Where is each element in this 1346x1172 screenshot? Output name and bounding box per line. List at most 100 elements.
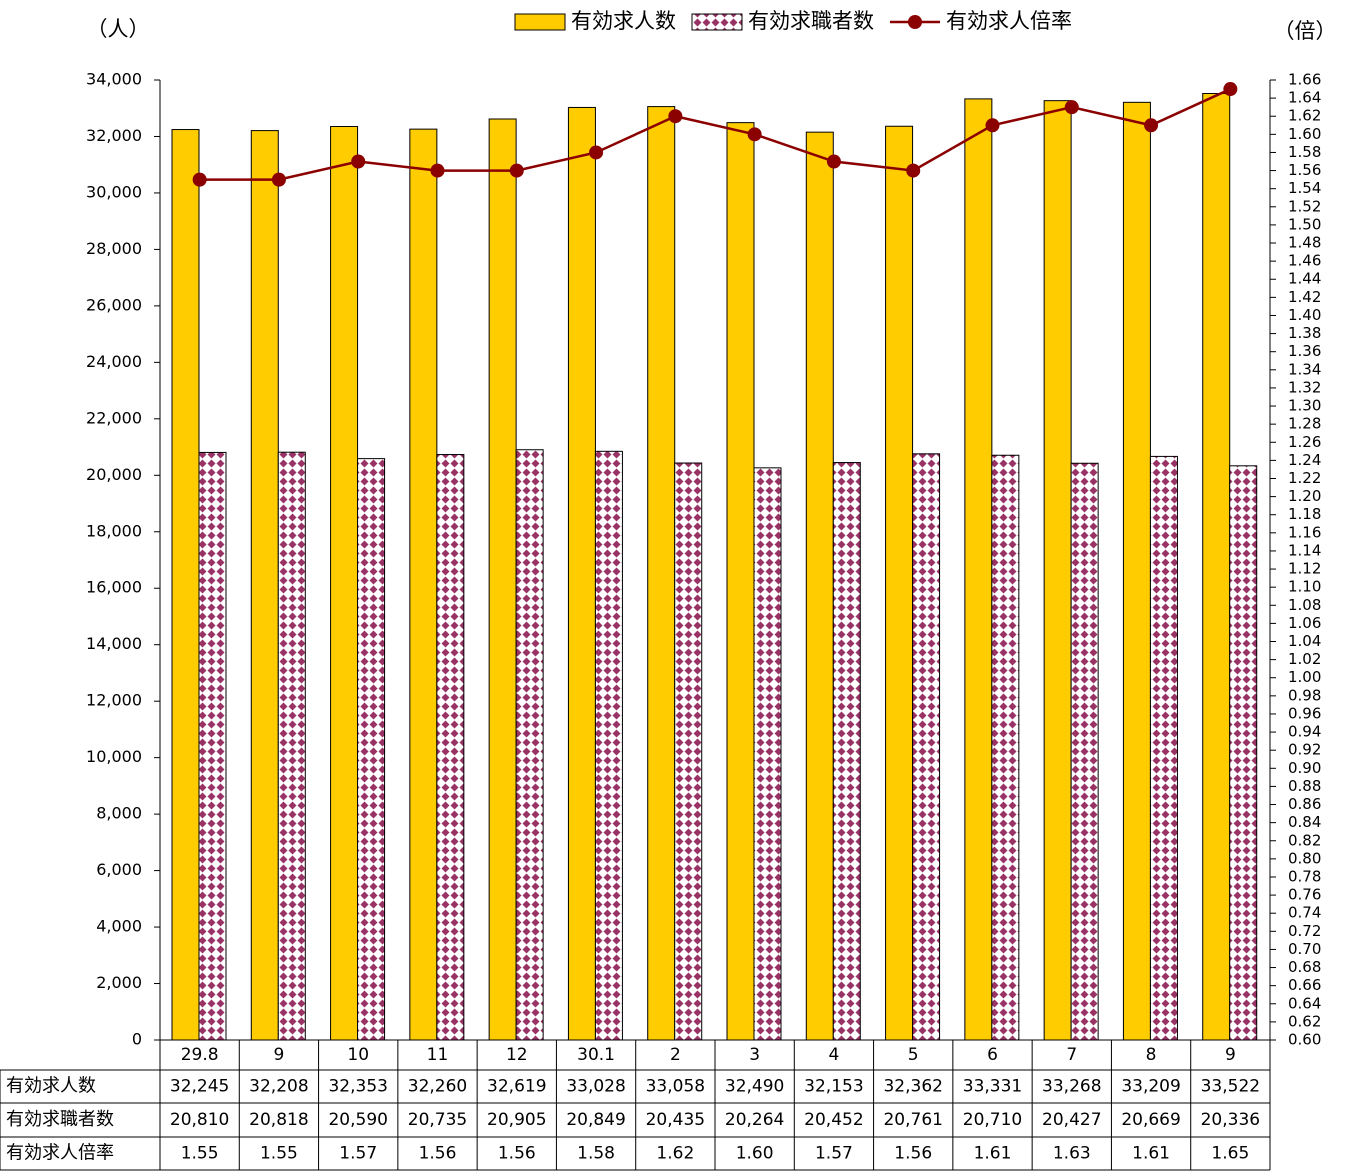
table-value: 1.63 bbox=[1053, 1144, 1091, 1164]
y2-tick-label: 1.18 bbox=[1288, 505, 1321, 523]
bar bbox=[674, 462, 703, 1041]
table-value: 20,849 bbox=[566, 1110, 625, 1130]
bar bbox=[357, 458, 386, 1041]
y2-tick-label: 1.06 bbox=[1288, 614, 1321, 632]
bar bbox=[277, 451, 306, 1041]
legend-swatch bbox=[514, 13, 566, 31]
table-category: 6 bbox=[987, 1045, 998, 1065]
bar bbox=[198, 451, 227, 1041]
line-marker bbox=[430, 163, 445, 178]
y-tick-label: 34,000 bbox=[86, 70, 142, 89]
table-value: 32,490 bbox=[725, 1077, 784, 1097]
table-value: 1.55 bbox=[181, 1144, 219, 1164]
y-tick-label: 30,000 bbox=[86, 182, 142, 201]
y-tick-label: 26,000 bbox=[86, 295, 142, 314]
y2-tick-label: 0.90 bbox=[1288, 759, 1321, 777]
table-value: 32,245 bbox=[170, 1077, 229, 1097]
y-tick-label: 0 bbox=[132, 1030, 142, 1049]
y2-tick-label: 0.94 bbox=[1288, 723, 1321, 741]
bar bbox=[991, 454, 1020, 1041]
y-tick-label: 4,000 bbox=[96, 917, 142, 936]
y2-tick-label: 1.08 bbox=[1288, 596, 1321, 614]
y2-tick-label: 0.76 bbox=[1288, 886, 1321, 904]
table-category: 5 bbox=[908, 1045, 919, 1065]
bar bbox=[647, 106, 676, 1041]
legend-label: 有効求人数 bbox=[571, 9, 676, 33]
y2-tick-label: 0.64 bbox=[1288, 994, 1321, 1012]
line bbox=[199, 87, 1231, 181]
y2-tick-label: 1.56 bbox=[1288, 161, 1321, 179]
bar bbox=[488, 118, 517, 1041]
y2-tick-label: 1.58 bbox=[1288, 143, 1321, 161]
table-category: 30.1 bbox=[577, 1045, 615, 1065]
table-value: 33,209 bbox=[1121, 1077, 1180, 1097]
table-value: 20,427 bbox=[1042, 1110, 1101, 1130]
line-marker bbox=[1064, 100, 1079, 115]
line-marker bbox=[1144, 118, 1159, 133]
y-tick-label: 10,000 bbox=[86, 747, 142, 766]
table-value: 20,710 bbox=[963, 1110, 1022, 1130]
y2-tick-label: 1.50 bbox=[1288, 215, 1321, 233]
table-category: 2 bbox=[670, 1045, 681, 1065]
table-category: 9 bbox=[1225, 1045, 1236, 1065]
table-value: 1.58 bbox=[577, 1144, 615, 1164]
table-value: 32,619 bbox=[487, 1077, 546, 1097]
line-marker bbox=[906, 163, 921, 178]
bar bbox=[964, 98, 993, 1041]
table-category: 8 bbox=[1146, 1045, 1157, 1065]
bar bbox=[1149, 455, 1178, 1041]
table-value: 1.56 bbox=[419, 1144, 457, 1164]
table-value: 1.55 bbox=[260, 1144, 298, 1164]
table-category: 12 bbox=[506, 1045, 528, 1065]
y2-tick-label: 0.72 bbox=[1288, 922, 1321, 940]
y-tick-label: 16,000 bbox=[86, 578, 142, 597]
bar bbox=[1070, 462, 1099, 1041]
y2-tick-label: 0.82 bbox=[1288, 831, 1321, 849]
table-value: 33,268 bbox=[1042, 1077, 1101, 1097]
table-value: 20,818 bbox=[249, 1110, 308, 1130]
table-category: 4 bbox=[829, 1045, 840, 1065]
bar bbox=[330, 126, 359, 1041]
table-category: 29.8 bbox=[181, 1045, 219, 1065]
y-tick-label: 2,000 bbox=[96, 973, 142, 992]
bar bbox=[1202, 92, 1231, 1041]
legend-swatch bbox=[691, 13, 743, 31]
table-value: 1.61 bbox=[974, 1144, 1012, 1164]
y2-tick-label: 1.38 bbox=[1288, 324, 1321, 342]
line-marker bbox=[351, 154, 366, 169]
y2-tick-label: 0.92 bbox=[1288, 741, 1321, 759]
table-value: 20,435 bbox=[646, 1110, 705, 1130]
bar bbox=[1122, 101, 1151, 1041]
y-tick-label: 6,000 bbox=[96, 860, 142, 879]
table-value: 20,735 bbox=[408, 1110, 467, 1130]
line-marker bbox=[826, 154, 841, 169]
y2-tick-label: 1.16 bbox=[1288, 523, 1321, 541]
table-category: 11 bbox=[427, 1045, 449, 1065]
bar bbox=[1043, 100, 1072, 1041]
y2-tick-label: 1.20 bbox=[1288, 487, 1321, 505]
table-value: 20,810 bbox=[170, 1110, 229, 1130]
table-value: 33,058 bbox=[646, 1077, 705, 1097]
y2-tick-label: 1.66 bbox=[1288, 71, 1321, 89]
y2-tick-label: 1.22 bbox=[1288, 469, 1321, 487]
table-value: 32,362 bbox=[883, 1077, 942, 1097]
y2-tick-label: 0.74 bbox=[1288, 904, 1321, 922]
table-value: 20,590 bbox=[328, 1110, 387, 1130]
y-tick-label: 14,000 bbox=[86, 634, 142, 653]
bar bbox=[805, 131, 834, 1041]
y2-tick-label: 0.98 bbox=[1288, 686, 1321, 704]
y2-tick-label: 0.84 bbox=[1288, 813, 1321, 831]
y-tick-label: 8,000 bbox=[96, 804, 142, 823]
y2-tick-label: 1.40 bbox=[1288, 306, 1321, 324]
table-value: 32,353 bbox=[328, 1077, 387, 1097]
table-value: 20,669 bbox=[1121, 1110, 1180, 1130]
table-value: 1.57 bbox=[339, 1144, 377, 1164]
y2-tick-label: 1.28 bbox=[1288, 415, 1321, 433]
y2-tick-label: 0.68 bbox=[1288, 958, 1321, 976]
y2-tick-label: 1.02 bbox=[1288, 650, 1321, 668]
table-value: 1.65 bbox=[1211, 1144, 1249, 1164]
bar bbox=[515, 449, 544, 1041]
y2-tick-label: 1.26 bbox=[1288, 433, 1321, 451]
y2-tick-label: 0.62 bbox=[1288, 1012, 1321, 1030]
y2-tick-label: 1.60 bbox=[1288, 125, 1321, 143]
